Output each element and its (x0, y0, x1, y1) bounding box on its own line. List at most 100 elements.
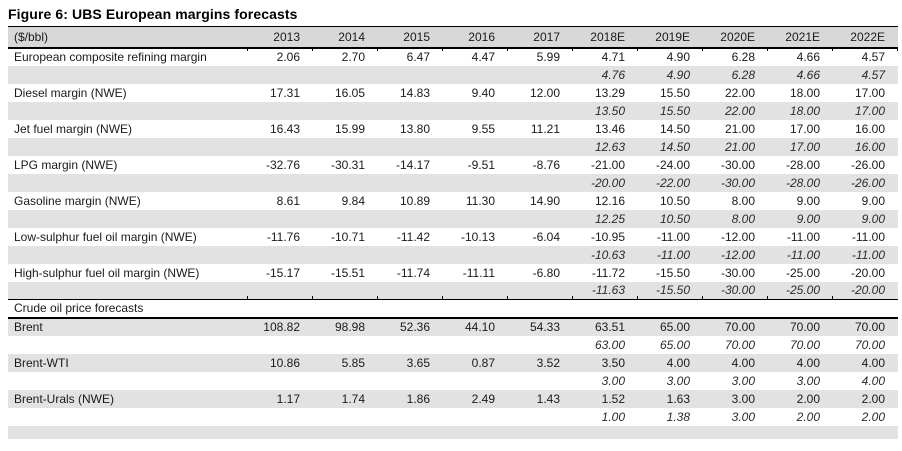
table-subrow: -11.63 -15.50 -30.00 -25.00 -20.00 (8, 281, 898, 300)
value-cell: -14.17 (395, 157, 430, 172)
sub-value-cell (508, 209, 573, 228)
value-cell: -28.00 (785, 157, 820, 172)
sub-value-cell: 3.00 (601, 373, 625, 388)
value-cell: 5.99 (536, 50, 560, 64)
sub-value-cell: 12.63 (573, 137, 638, 156)
margins-forecast-table: ($/bbl) 2013 2014 2015 2016 2017 2018E 2019E 20… (8, 26, 898, 439)
value-cell: -15.51 (330, 265, 365, 280)
value-cell: 2.06 (276, 50, 300, 64)
sub-value-cell (248, 336, 313, 354)
value-cell: 1.43 (508, 389, 573, 408)
sub-value-cell: 1.00 (601, 409, 625, 424)
value-cell: 4.71 (601, 50, 625, 64)
sub-value-cell: -11.00 (833, 245, 898, 264)
sub-value-cell (313, 209, 378, 228)
value-cell: 3.50 (573, 353, 638, 372)
value-cell: 17.00 (789, 121, 820, 136)
value-cell: 6.47 (406, 50, 430, 64)
sub-value-cell: 3.00 (666, 373, 690, 388)
column-header-2019e: 2019E (637, 26, 703, 51)
value-cell: -15.17 (265, 265, 300, 280)
value-cell: 1.74 (313, 389, 378, 408)
section-empty-cell (767, 296, 833, 319)
sub-value-cell (508, 173, 573, 192)
sub-value-cell: 2.00 (796, 409, 820, 424)
value-cell: 9.40 (471, 85, 495, 100)
subrow-label-empty (8, 209, 248, 228)
value-cell: 16.43 (269, 121, 300, 136)
sub-value-cell: 12.25 (573, 209, 638, 228)
sub-value-cell: 21.00 (703, 137, 768, 156)
sub-value-cell (313, 281, 378, 300)
sub-value-cell (378, 209, 443, 228)
value-cell: -8.76 (532, 157, 560, 172)
value-cell: 2.00 (833, 389, 898, 408)
table-subrow: -20.00 -22.00 -30.00 -28.00 -26.00 (8, 173, 898, 192)
sub-value-cell: 3.00 (731, 373, 755, 388)
sub-value-cell: -28.00 (768, 173, 833, 192)
sub-value-cell (508, 245, 573, 264)
sub-value-cell (248, 408, 313, 426)
sub-value-cell (508, 65, 573, 84)
sub-value-cell (248, 65, 313, 84)
figure-title: Figure 6: UBS European margins forecasts (8, 6, 298, 22)
table-row: Low-sulphur fuel oil margin (NWE) -11.76 -… (8, 228, 898, 246)
sub-value-cell: 17.00 (833, 101, 898, 120)
value-cell: -24.00 (655, 157, 690, 172)
row-label: LPG margin (NWE) (14, 157, 118, 172)
column-header-2016: 2016 (442, 26, 508, 51)
sub-value-cell: -20.00 (833, 281, 898, 300)
row-label: Jet fuel margin (NWE) (14, 121, 133, 136)
sub-value-cell: -25.00 (768, 281, 833, 300)
sub-value-cell: 22.00 (703, 101, 768, 120)
value-cell: 9.84 (341, 193, 365, 208)
sub-value-cell: 4.66 (768, 65, 833, 84)
subrow-label-empty (8, 65, 248, 84)
sub-value-cell: -26.00 (833, 173, 898, 192)
sub-value-cell: -12.00 (703, 245, 768, 264)
value-cell: 4.00 (703, 353, 768, 372)
value-cell: 5.85 (313, 353, 378, 372)
sub-value-cell (313, 372, 378, 390)
table-row: Brent 108.82 98.98 52.36 44.10 54.33 63.51 65.0… (8, 317, 898, 336)
sub-value-cell (443, 336, 508, 354)
row-label: Brent (8, 317, 248, 336)
sub-value-cell (313, 408, 378, 426)
table-subrow: 12.25 10.50 8.00 9.00 9.00 (8, 209, 898, 228)
sub-value-cell: -10.63 (573, 245, 638, 264)
sub-value-cell (248, 137, 313, 156)
value-cell: -6.04 (532, 229, 560, 244)
value-cell: 21.00 (724, 121, 755, 136)
value-cell: 16.00 (854, 121, 885, 136)
value-cell: 9.00 (796, 193, 820, 208)
value-cell: 2.49 (443, 389, 508, 408)
sub-value-cell (313, 336, 378, 354)
row-label: Gasoline margin (NWE) (14, 193, 141, 208)
value-cell: 1.63 (638, 389, 703, 408)
sub-value-cell: 15.50 (638, 101, 703, 120)
section-empty-cell (572, 296, 638, 319)
table-row: Brent-WTI 10.86 5.85 3.65 0.87 3.52 3.50 4.00 4.… (8, 353, 898, 372)
value-cell: 13.80 (399, 121, 430, 136)
value-cell: 9.55 (471, 121, 495, 136)
value-cell: -11.00 (851, 229, 885, 244)
sub-value-cell (508, 408, 573, 426)
section-header-row: Crude oil price forecasts (8, 296, 898, 319)
table-subrow: 13.50 15.50 22.00 18.00 17.00 (8, 101, 898, 120)
sub-value-cell (443, 101, 508, 120)
subrow-label-empty (8, 336, 248, 354)
sub-value-cell (378, 101, 443, 120)
sub-value-cell (313, 245, 378, 264)
value-cell: 14.83 (399, 85, 430, 100)
sub-value-cell: 1.38 (666, 409, 690, 424)
value-cell: -10.13 (460, 229, 495, 244)
sub-value-cell (443, 408, 508, 426)
table-row: High-sulphur fuel oil margin (NWE) -15.17… (8, 264, 898, 282)
value-cell: -12.00 (720, 229, 755, 244)
sub-value-cell (313, 101, 378, 120)
sub-value-cell: 18.00 (768, 101, 833, 120)
sub-value-cell: 70.00 (724, 337, 755, 352)
table-row: Gasoline margin (NWE) 8.61 9.84 10.89 11.30 1… (8, 192, 898, 210)
sub-value-cell: 17.00 (768, 137, 833, 156)
table-subrow: 63.00 65.00 70.00 70.00 70.00 (8, 336, 898, 354)
